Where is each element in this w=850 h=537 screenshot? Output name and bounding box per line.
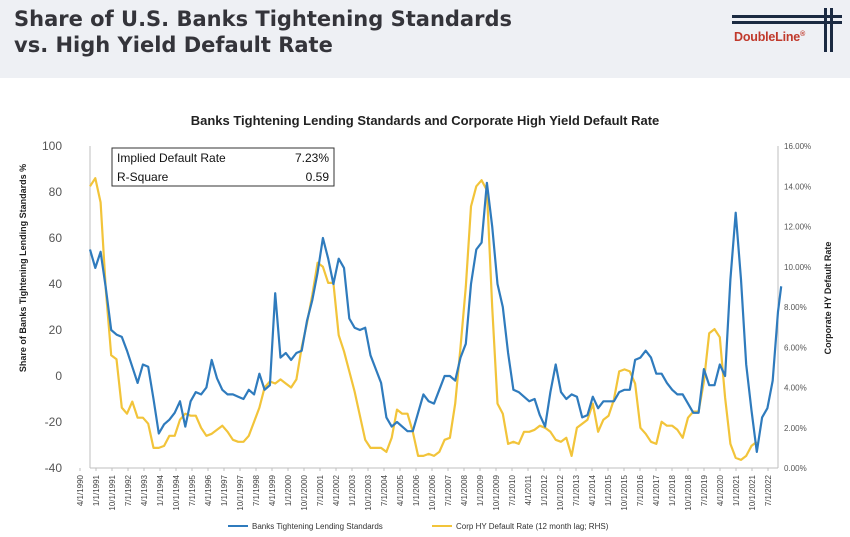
x-tick-label: 4/1/1990 bbox=[76, 474, 85, 506]
x-tick-label: 7/1/2007 bbox=[444, 474, 453, 506]
series-lines bbox=[88, 177, 783, 461]
stats-table-value: 0.59 bbox=[306, 170, 330, 184]
x-tick-label: 4/1/1996 bbox=[204, 474, 213, 506]
legend-label-banks: Banks Tightening Lending Standards bbox=[252, 522, 383, 531]
y-tick-label-right: 2.00% bbox=[784, 424, 807, 433]
x-tick-label: 7/1/2016 bbox=[636, 474, 645, 506]
slide-title: Share of U.S. Banks Tightening Standards… bbox=[14, 6, 512, 58]
x-tick-label: 10/1/1997 bbox=[236, 474, 245, 510]
stats-table-label: R-Square bbox=[117, 170, 169, 184]
x-tick-label: 1/1/1997 bbox=[220, 474, 229, 506]
x-axis-ticks: 4/1/1990 1/1/1991 10/1/1991 7/1/1992 4/1/199… bbox=[76, 468, 773, 511]
legend-label-default-rate: Corp HY Default Rate (12 month lag; RHS) bbox=[456, 522, 609, 531]
doubleline-logo: DoubleLine® bbox=[712, 8, 842, 58]
x-tick-label: 1/1/2009 bbox=[476, 474, 485, 506]
y-tick-label-left: 20 bbox=[49, 323, 63, 337]
x-tick-label: 7/1/1995 bbox=[188, 474, 197, 506]
x-tick-label: 7/1/2004 bbox=[380, 474, 389, 506]
y-tick-label-left: 40 bbox=[49, 277, 63, 291]
y-tick-label-right: 6.00% bbox=[784, 343, 807, 352]
x-tick-label: 4/1/2020 bbox=[716, 474, 725, 506]
x-tick-label: 1/1/2006 bbox=[412, 474, 421, 506]
left-axis-ticks: 100 80 60 40 20 0 -20 -40 bbox=[42, 139, 62, 475]
x-tick-label: 4/1/2017 bbox=[652, 474, 661, 506]
header-banner: Share of U.S. Banks Tightening Standards… bbox=[0, 0, 850, 78]
y-tick-label-right: 16.00% bbox=[784, 142, 811, 151]
x-tick-label: 10/1/2015 bbox=[620, 474, 629, 510]
x-tick-label: 7/1/2022 bbox=[764, 474, 773, 506]
x-tick-label: 10/1/1994 bbox=[172, 474, 181, 510]
y-tick-label-right: 14.00% bbox=[784, 182, 811, 191]
series-line-banks-tightening bbox=[88, 181, 783, 453]
y-tick-label-left: 0 bbox=[55, 369, 62, 383]
y-tick-label-left: -20 bbox=[45, 415, 63, 429]
x-tick-label: 10/1/2018 bbox=[684, 474, 693, 510]
x-tick-label: 4/1/1993 bbox=[140, 474, 149, 506]
y-axis-label-left: Share of Banks Tightening Lending Standa… bbox=[18, 164, 28, 372]
x-tick-label: 1/1/1994 bbox=[156, 474, 165, 506]
y-tick-label-right: 4.00% bbox=[784, 384, 807, 393]
x-tick-label: 4/1/2011 bbox=[524, 474, 533, 505]
x-tick-label: 7/1/1998 bbox=[252, 474, 261, 506]
x-tick-label: 4/1/2005 bbox=[396, 474, 405, 506]
logo-crossbar-mark bbox=[732, 8, 842, 52]
x-tick-label: 10/1/1991 bbox=[108, 474, 117, 510]
x-tick-label: 10/1/2006 bbox=[428, 474, 437, 510]
x-tick-label: 10/1/2009 bbox=[492, 474, 501, 510]
x-tick-label: 10/1/2012 bbox=[556, 474, 565, 510]
x-tick-label: 10/1/2021 bbox=[748, 474, 757, 510]
x-tick-label: 1/1/2012 bbox=[540, 474, 549, 506]
logo-wordmark: DoubleLine® bbox=[734, 30, 806, 44]
y-axis-label-right: Corporate HY Default Rate bbox=[823, 242, 833, 355]
x-tick-label: 7/1/2019 bbox=[700, 474, 709, 506]
x-tick-label: 7/1/2010 bbox=[508, 474, 517, 506]
x-tick-label: 4/1/2002 bbox=[332, 474, 341, 506]
x-tick-label: 4/1/2008 bbox=[460, 474, 469, 506]
x-tick-label: 1/1/1991 bbox=[92, 474, 101, 506]
x-tick-label: 1/1/2018 bbox=[668, 474, 677, 506]
stats-table-border bbox=[111, 147, 335, 187]
y-tick-label-right: 0.00% bbox=[784, 464, 807, 473]
chart-title: Banks Tightening Lending Standards and C… bbox=[191, 113, 660, 128]
y-tick-label-right: 8.00% bbox=[784, 303, 807, 312]
x-tick-label: 7/1/1992 bbox=[124, 474, 133, 506]
slide-title-line-1: Share of U.S. Banks Tightening Standards bbox=[14, 7, 512, 31]
slide-title-line-2: vs. High Yield Default Rate bbox=[14, 33, 333, 57]
chart: Banks Tightening Lending Standards and C… bbox=[18, 113, 833, 531]
stats-table: Implied Default Rate 7.23% R-Square 0.59 bbox=[111, 147, 335, 187]
x-tick-label: 1/1/2003 bbox=[348, 474, 357, 506]
x-tick-label: 7/1/2001 bbox=[316, 474, 325, 506]
x-tick-label: 4/1/2014 bbox=[588, 474, 597, 506]
x-tick-label: 10/1/2000 bbox=[300, 474, 309, 510]
right-axis-ticks: 16.00% 14.00% 12.00% 10.00% 8.00% 6.00% 4.00% 2… bbox=[784, 142, 811, 473]
stats-table-label: Implied Default Rate bbox=[117, 151, 226, 165]
series-line-hy-default-rate bbox=[89, 177, 758, 461]
x-tick-label: 7/1/2013 bbox=[572, 474, 581, 506]
x-tick-label: 1/1/2015 bbox=[604, 474, 613, 506]
y-tick-label-right: 12.00% bbox=[784, 223, 811, 232]
y-tick-label-left: 80 bbox=[49, 185, 63, 199]
axes bbox=[89, 146, 779, 469]
x-tick-label: 1/1/2000 bbox=[284, 474, 293, 506]
y-tick-label-left: 100 bbox=[42, 139, 62, 153]
y-tick-label-left: 60 bbox=[49, 231, 63, 245]
y-tick-label-right: 10.00% bbox=[784, 263, 811, 272]
stats-table-value: 7.23% bbox=[295, 151, 329, 165]
x-tick-label: 4/1/1999 bbox=[268, 474, 277, 506]
legend: Banks Tightening Lending Standards Corp H… bbox=[228, 522, 609, 531]
y-tick-label-left: -40 bbox=[45, 461, 63, 475]
x-tick-label: 1/1/2021 bbox=[732, 474, 741, 506]
x-tick-label: 10/1/2003 bbox=[364, 474, 373, 510]
